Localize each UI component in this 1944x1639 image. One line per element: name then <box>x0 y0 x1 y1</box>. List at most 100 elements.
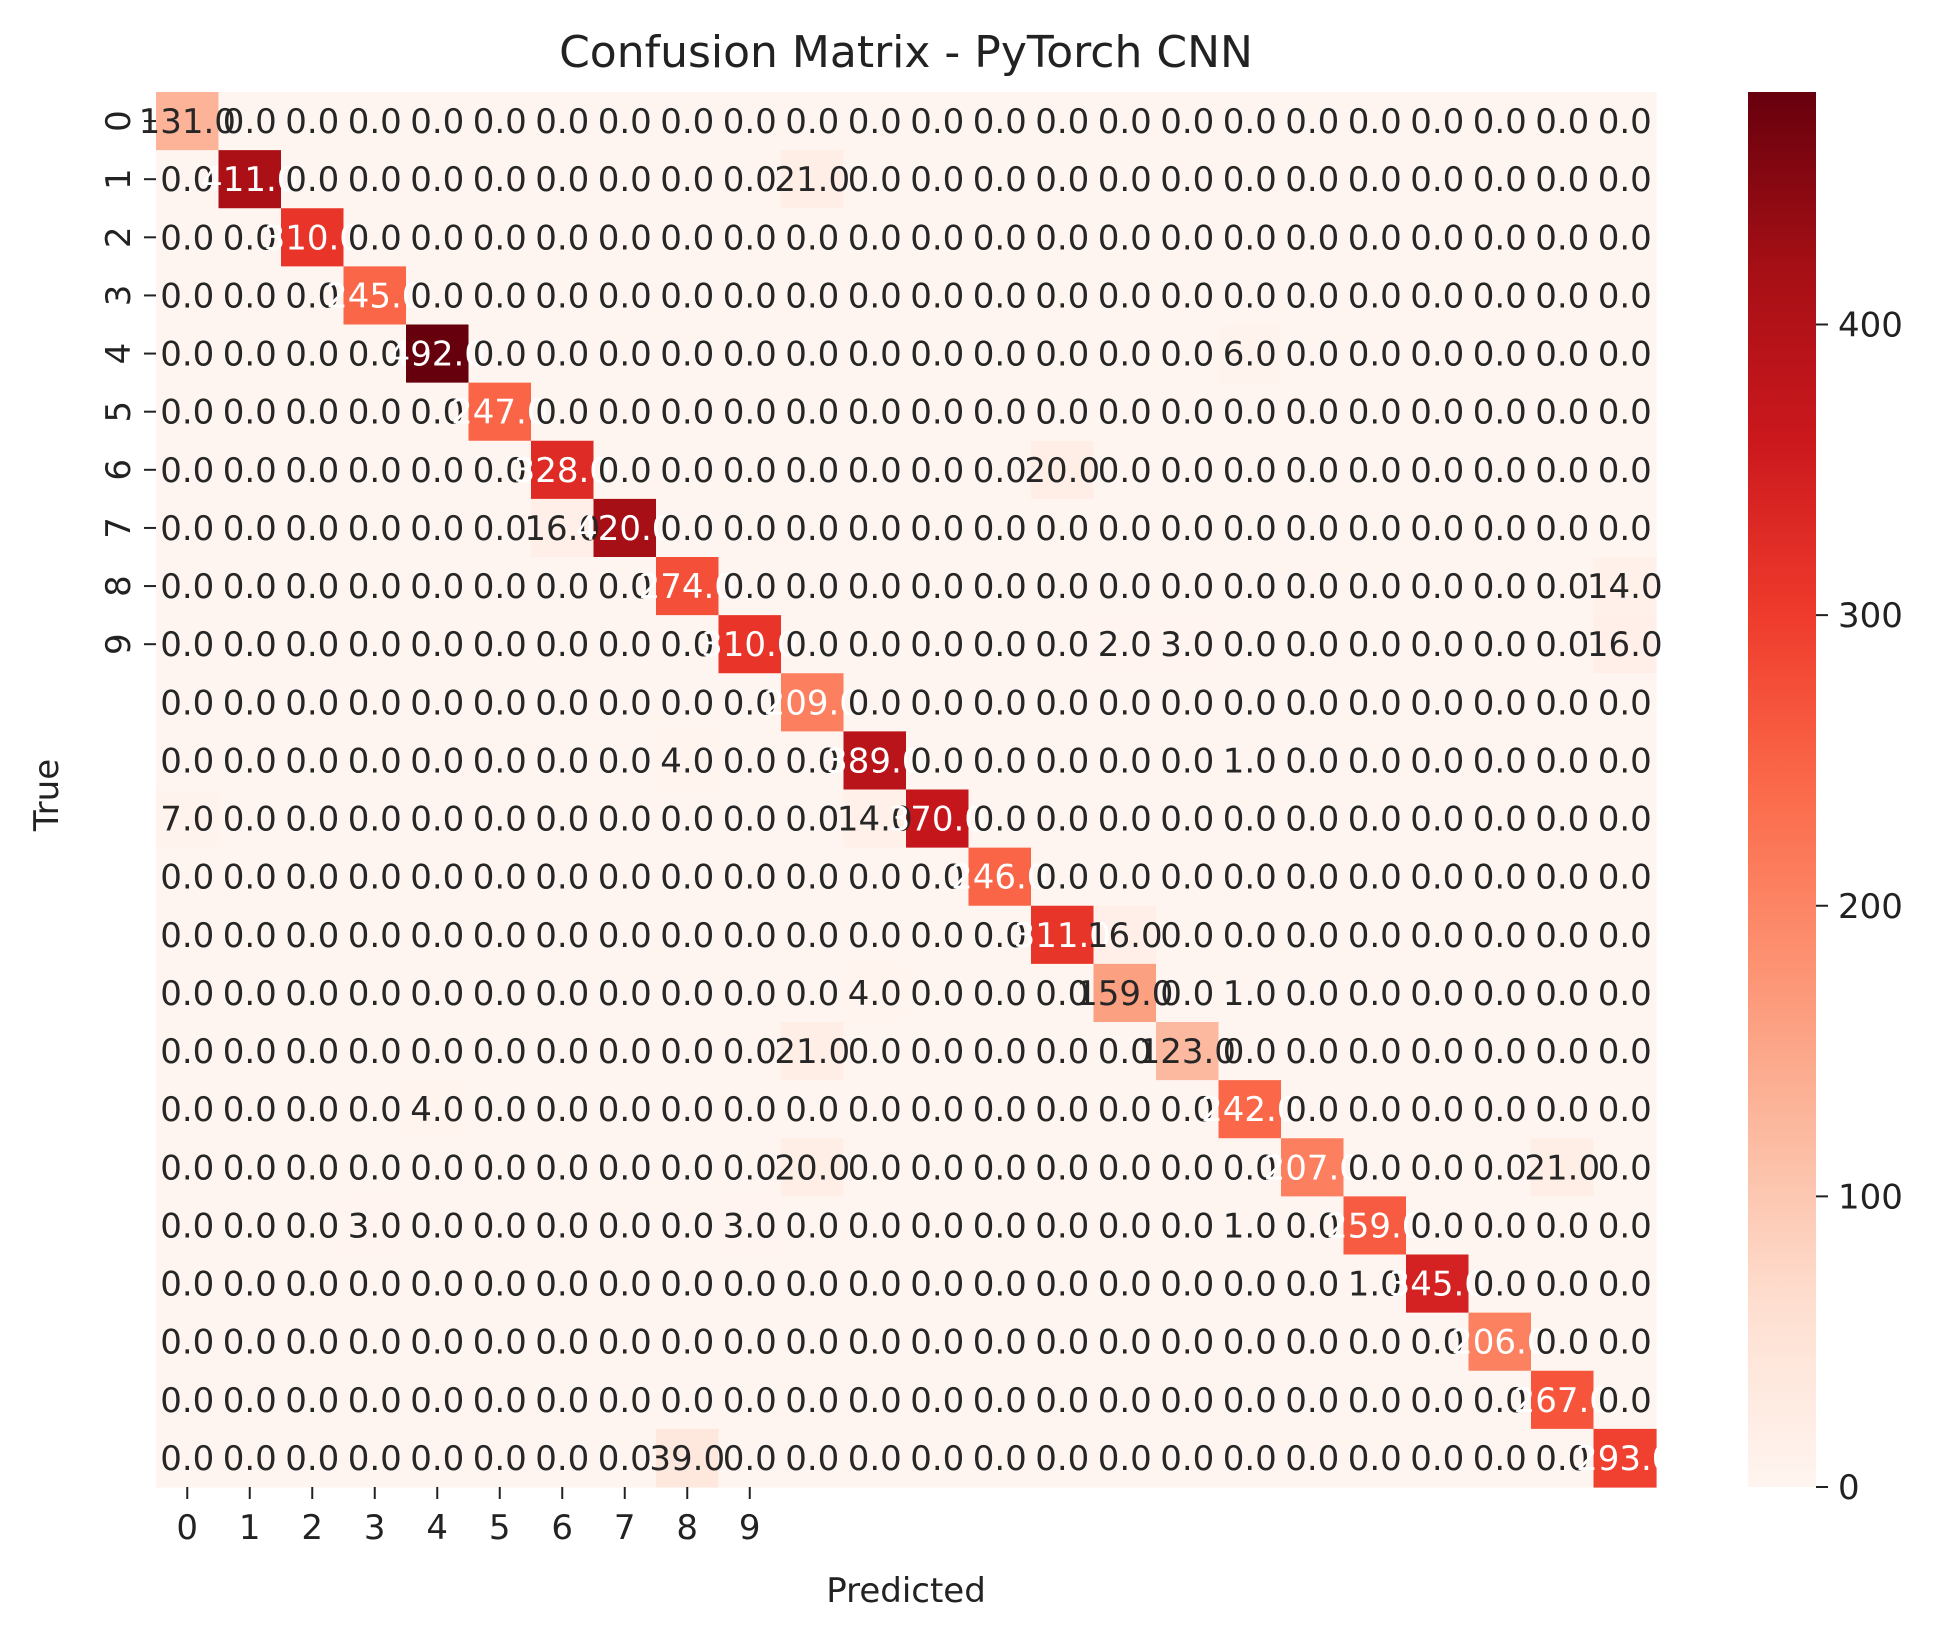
cell-value-label: 0.0 <box>1035 1323 1089 1363</box>
cell-value-label: 0.0 <box>848 102 902 142</box>
cell-value-label: 0.0 <box>785 1381 839 1421</box>
cell-value-label: 21.0 <box>1524 1148 1600 1188</box>
cell-value-label: 0.0 <box>223 276 277 316</box>
heatmap-cell <box>218 382 282 442</box>
heatmap-cell <box>218 905 282 965</box>
heatmap-cell <box>156 92 220 151</box>
heatmap-cell <box>656 731 720 791</box>
cell-value-label: 0.0 <box>848 1206 902 1246</box>
cell-value-label: 0.0 <box>1598 1090 1652 1130</box>
heatmap-cell <box>1343 266 1407 326</box>
heatmap-cell <box>281 963 345 1023</box>
heatmap-cell <box>1031 1022 1095 1081</box>
heatmap-cell <box>593 208 657 267</box>
cell-value-label: 0.0 <box>598 567 652 607</box>
cell-value-label: 0.0 <box>1035 335 1089 375</box>
cell-value-label: 0.0 <box>973 1090 1027 1130</box>
heatmap-cell <box>468 208 532 267</box>
cell-value-label: 0.0 <box>723 393 777 433</box>
cell-value-label: 0.0 <box>785 393 839 433</box>
cell-value-label: 311.0 <box>1014 916 1111 956</box>
cell-value-label: 0.0 <box>910 451 964 491</box>
heatmap-cell <box>656 324 720 384</box>
cell-value-label: 0.0 <box>1160 916 1214 956</box>
cell-value-label: 0.0 <box>1223 683 1277 723</box>
heatmap-cell <box>1531 1428 1595 1488</box>
cell-value-label: 0.0 <box>1223 393 1277 433</box>
heatmap-cell <box>1406 905 1470 965</box>
cell-value-label: 0.0 <box>723 1265 777 1305</box>
cell-value-label: 0.0 <box>1535 1032 1589 1072</box>
heatmap-cell <box>281 208 345 267</box>
cell-value-label: 0.0 <box>1035 974 1089 1014</box>
heatmap-cell <box>718 1312 782 1372</box>
heatmap-cell <box>218 266 282 326</box>
heatmap-cell <box>1281 1196 1345 1256</box>
heatmap-cell <box>843 1428 907 1488</box>
heatmap-cell <box>1343 1428 1407 1488</box>
heatmap-cell <box>656 963 720 1023</box>
cell-value-label: 0.0 <box>910 335 964 375</box>
heatmap-cell <box>531 905 595 965</box>
heatmap-cell <box>1468 150 1532 209</box>
heatmap-cell <box>781 440 845 500</box>
cell-value-label: 0.0 <box>660 683 714 723</box>
cell-value-label: 0.0 <box>910 741 964 781</box>
y-tick-label: 8 <box>99 575 139 597</box>
heatmap-cell <box>406 324 470 384</box>
cell-value-label: 0.0 <box>1473 393 1527 433</box>
cell-value-label: 0.0 <box>785 974 839 1014</box>
cell-value-label: 0.0 <box>910 509 964 549</box>
y-tick-label: 9 <box>99 633 139 655</box>
cell-value-label: 0.0 <box>723 567 777 607</box>
cell-value-label: 0.0 <box>1535 916 1589 956</box>
heatmap-cell <box>218 498 282 558</box>
heatmap-cell <box>781 731 845 791</box>
heatmap-cell <box>1531 1312 1595 1372</box>
cell-value-label: 0.0 <box>848 393 902 433</box>
heatmap-cell <box>1156 92 1220 151</box>
heatmap-cell <box>1468 1196 1532 1256</box>
heatmap-cell <box>781 673 845 732</box>
cell-value-label: 0.0 <box>598 741 652 781</box>
heatmap-cell <box>593 1022 657 1081</box>
cell-value-label: 274.0 <box>639 567 736 607</box>
heatmap-cell <box>156 324 220 384</box>
cell-value-label: 0.0 <box>285 741 339 781</box>
cell-value-label: 0.0 <box>1348 451 1402 491</box>
heatmap-cell <box>343 847 407 907</box>
heatmap-cell <box>656 1312 720 1372</box>
cell-value-label: 0.0 <box>1473 1381 1527 1421</box>
heatmap-cell <box>1593 208 1657 267</box>
cell-value-label: 0.0 <box>473 683 527 723</box>
heatmap-cell <box>1593 673 1657 732</box>
heatmap-cell <box>1593 905 1657 965</box>
heatmap-cell <box>281 440 345 500</box>
cell-value-label: 0.0 <box>1160 1206 1214 1246</box>
heatmap-cell <box>406 440 470 500</box>
heatmap-cell <box>843 266 907 326</box>
heatmap-cell <box>406 1370 470 1430</box>
heatmap-cell <box>1406 731 1470 791</box>
cell-value-label: 0.0 <box>1535 1265 1589 1305</box>
heatmap-cell <box>1156 1196 1220 1256</box>
y-tick-label: 2 <box>99 226 139 248</box>
cell-value-label: 0.0 <box>410 858 464 898</box>
heatmap-cell <box>406 557 470 616</box>
heatmap-cell <box>843 382 907 442</box>
cell-value-label: 0.0 <box>1223 451 1277 491</box>
heatmap-cell <box>1218 498 1282 558</box>
cell-value-label: 0.0 <box>535 683 589 723</box>
heatmap-cell <box>1343 731 1407 791</box>
heatmap-cell <box>1531 673 1595 732</box>
cell-value-label: 0.0 <box>160 741 214 781</box>
cell-value-label: 0.0 <box>910 1439 964 1479</box>
heatmap-cell <box>1093 150 1157 209</box>
heatmap-cell <box>1593 1312 1657 1372</box>
heatmap-cell <box>281 1428 345 1488</box>
cell-value-label: 0.0 <box>473 1206 527 1246</box>
heatmap-cell <box>968 1196 1032 1256</box>
cell-value-label: 0.0 <box>1473 218 1527 258</box>
heatmap-cell <box>906 440 970 500</box>
